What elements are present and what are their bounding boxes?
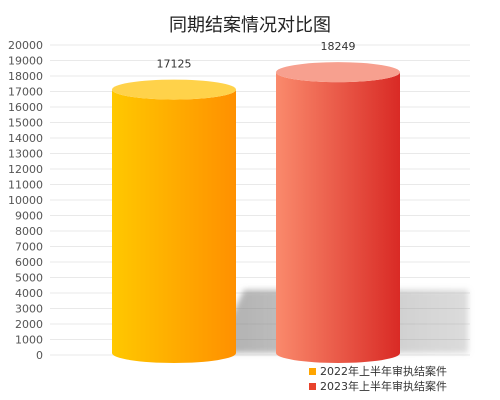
chart-title: 同期结案情况对比图 [169, 15, 331, 36]
y-tick-label: 2000 [15, 318, 43, 331]
y-tick-label: 3000 [15, 303, 43, 316]
bar-top [276, 62, 400, 83]
y-tick-label: 12000 [8, 163, 43, 176]
y-tick-label: 1000 [15, 334, 43, 347]
data-label: 18249 [321, 40, 356, 53]
y-tick-label: 20000 [8, 39, 43, 52]
y-tick-label: 18000 [8, 70, 43, 83]
y-tick-label: 13000 [8, 148, 43, 161]
y-tick-label: 15000 [8, 117, 43, 130]
y-tick-label: 4000 [15, 287, 43, 300]
y-tick-label: 14000 [8, 132, 43, 145]
y-tick-label: 19000 [8, 55, 43, 68]
y-tick-label: 0 [36, 349, 43, 362]
data-label: 17125 [157, 58, 192, 71]
y-tick-label: 7000 [15, 241, 43, 254]
y-tick-label: 9000 [15, 210, 43, 223]
data-labels: 17125 18249 [157, 40, 356, 70]
bar [276, 72, 400, 363]
y-axis: 0 1000 2000 3000 4000 5000 6000 7000 8000 9000 100… [8, 39, 43, 362]
y-tick-label: 5000 [15, 272, 43, 285]
legend-label: 2023年上半年审执结案件 [320, 379, 447, 393]
legend-label: 2022年上半年审执结案件 [320, 364, 447, 378]
legend-swatch [309, 368, 316, 375]
bars [112, 62, 400, 363]
y-tick-label: 10000 [8, 194, 43, 207]
bar [112, 89, 236, 363]
legend-swatch [309, 383, 316, 390]
y-tick-label: 8000 [15, 225, 43, 238]
bar-top [112, 79, 236, 100]
y-tick-label: 17000 [8, 86, 43, 99]
y-tick-label: 11000 [8, 179, 43, 192]
y-tick-label: 16000 [8, 101, 43, 114]
y-tick-label: 6000 [15, 256, 43, 269]
